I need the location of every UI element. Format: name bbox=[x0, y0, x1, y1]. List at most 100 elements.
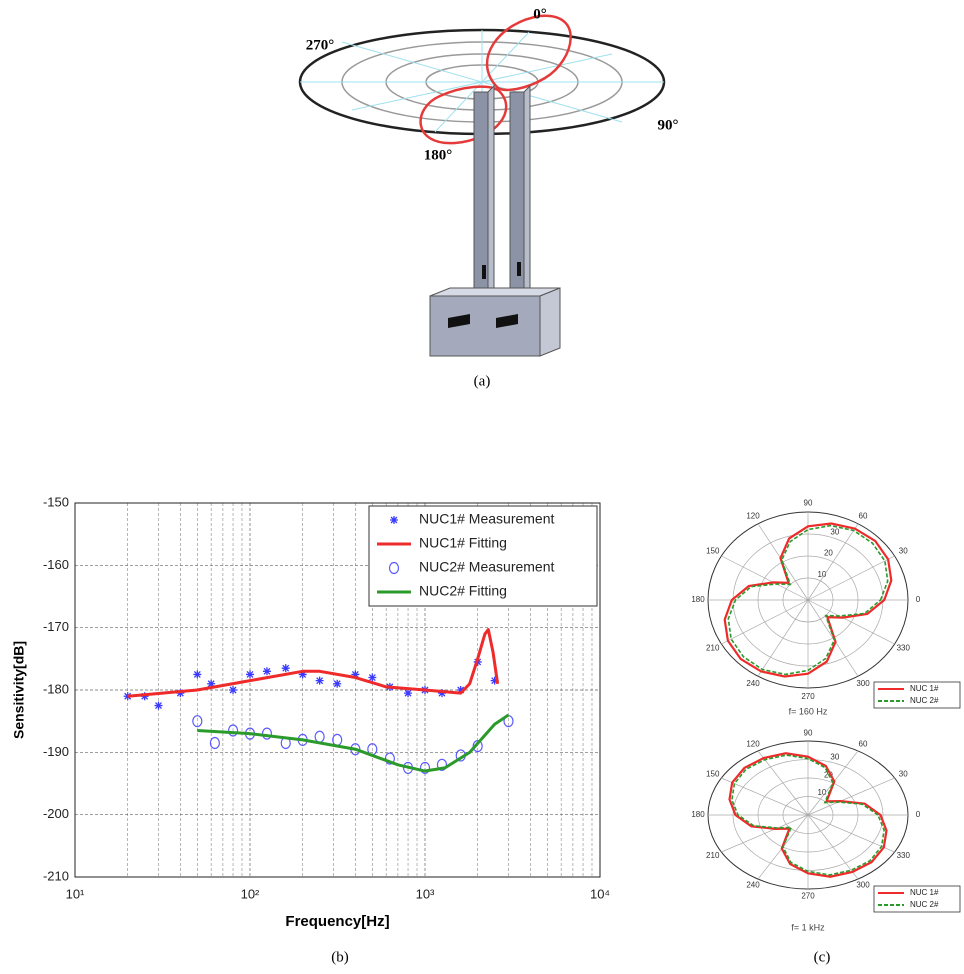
theta-tick-label: 330 bbox=[897, 851, 911, 860]
series-line bbox=[727, 524, 889, 676]
data-point bbox=[298, 670, 307, 679]
data-point bbox=[456, 686, 465, 694]
grid-spoke bbox=[807, 814, 859, 880]
grid-spoke bbox=[757, 599, 809, 677]
theta-tick-label: 300 bbox=[856, 679, 870, 688]
legend-label: NUC 1# bbox=[910, 888, 939, 897]
data-point bbox=[209, 736, 220, 750]
data-point bbox=[351, 670, 360, 679]
panel-caption: (c) bbox=[814, 949, 831, 965]
data-point bbox=[246, 670, 254, 679]
y-tick-label: -150 bbox=[43, 494, 69, 509]
theta-tick-label: 330 bbox=[897, 644, 911, 653]
y-tick-label: -160 bbox=[43, 557, 69, 572]
legend-label: NUC 1# bbox=[910, 684, 939, 693]
base-side bbox=[539, 287, 561, 357]
slot bbox=[496, 314, 518, 328]
x-axis-label: Frequency[Hz] bbox=[285, 913, 389, 930]
y-tick-label: -210 bbox=[43, 868, 69, 883]
theta-tick-label: 120 bbox=[746, 511, 760, 520]
data-point bbox=[262, 667, 271, 676]
data-point bbox=[229, 686, 238, 694]
data-point bbox=[404, 689, 413, 698]
data-point bbox=[490, 676, 499, 685]
theta-tick-label: 60 bbox=[859, 740, 868, 749]
slot bbox=[448, 314, 470, 328]
x-tick-label: 10¹ bbox=[66, 886, 85, 901]
grid-spoke bbox=[807, 599, 895, 645]
theta-tick-label: 150 bbox=[706, 769, 720, 778]
data-point bbox=[333, 679, 342, 688]
data-point bbox=[123, 692, 132, 701]
lobe bbox=[419, 85, 508, 145]
series-line bbox=[127, 628, 500, 698]
angle-label: 270° bbox=[306, 37, 335, 53]
sensor-illustration: 0° 90° 180° 270° bbox=[298, 6, 679, 357]
legend: NUC1# Measurement NUC1# Fitting NUC2# Meas… bbox=[368, 505, 598, 607]
pillar-side bbox=[523, 84, 531, 301]
theta-tick-label: 150 bbox=[706, 547, 720, 556]
theta-tick-label: 180 bbox=[691, 810, 705, 819]
grid-spoke bbox=[721, 814, 809, 853]
data-point bbox=[437, 689, 446, 698]
data-point bbox=[368, 673, 377, 682]
data-point bbox=[472, 739, 483, 753]
data-point bbox=[419, 761, 431, 775]
data-point bbox=[384, 752, 395, 765]
legend-box bbox=[873, 681, 961, 709]
data-point bbox=[193, 670, 202, 679]
grid-spoke bbox=[807, 555, 895, 601]
grid-spoke bbox=[807, 814, 895, 853]
grid-spoke bbox=[757, 750, 809, 816]
legend-label: NUC 2# bbox=[910, 900, 939, 909]
legend-label: NUC2# Fitting bbox=[419, 583, 507, 599]
theta-tick-label: 60 bbox=[859, 511, 868, 520]
legend-label: NUC1# Measurement bbox=[419, 511, 554, 527]
grid-spoke bbox=[807, 523, 859, 601]
element bbox=[482, 265, 486, 279]
r-tick-label: 30 bbox=[830, 753, 839, 762]
data-point bbox=[436, 758, 448, 771]
pillar-side bbox=[487, 84, 495, 301]
legend-label: NUC2# Measurement bbox=[419, 559, 554, 575]
spokes bbox=[300, 30, 664, 134]
series-line bbox=[728, 752, 888, 878]
y-tick-label: -200 bbox=[43, 806, 69, 821]
theta-tick-label: 300 bbox=[856, 881, 870, 890]
x-tick-label: 10³ bbox=[416, 886, 435, 901]
theta-tick-label: 240 bbox=[746, 881, 760, 890]
theta-tick-label: 270 bbox=[801, 892, 815, 901]
data-point bbox=[227, 724, 239, 737]
data-point bbox=[176, 689, 185, 698]
series-line bbox=[731, 754, 885, 876]
legend-label: NUC1# Fitting bbox=[419, 535, 507, 551]
series-line bbox=[723, 522, 893, 678]
x-tick-label: 10⁴ bbox=[590, 886, 610, 901]
theta-tick-label: 90 bbox=[804, 498, 813, 507]
theta-tick-label: 30 bbox=[899, 769, 908, 778]
legend-box bbox=[873, 885, 961, 913]
grid-spoke bbox=[721, 555, 809, 601]
base-top bbox=[429, 287, 561, 297]
legend-box bbox=[368, 505, 598, 607]
panel-caption: (b) bbox=[331, 949, 349, 965]
legend-label: NUC 2# bbox=[910, 696, 939, 705]
data-point bbox=[140, 692, 149, 701]
lobe bbox=[485, 14, 572, 92]
theta-tick-label: 210 bbox=[706, 644, 720, 653]
series-line bbox=[197, 713, 510, 773]
polar-caption: f= 160 Hz bbox=[789, 706, 828, 716]
angle-label: 90° bbox=[658, 117, 679, 133]
plot-frame bbox=[74, 502, 601, 878]
legend: NUC 1# NUC 2# bbox=[873, 681, 961, 709]
grid-spoke bbox=[807, 777, 895, 816]
r-tick-label: 30 bbox=[830, 527, 839, 536]
r-tick-label: 10 bbox=[817, 570, 826, 579]
polar-caption: f= 1 kHz bbox=[791, 922, 825, 932]
theta-tick-label: 120 bbox=[746, 740, 760, 749]
data-point bbox=[281, 664, 290, 673]
grid-spoke bbox=[721, 777, 809, 816]
theta-tick-label: 270 bbox=[801, 692, 815, 701]
